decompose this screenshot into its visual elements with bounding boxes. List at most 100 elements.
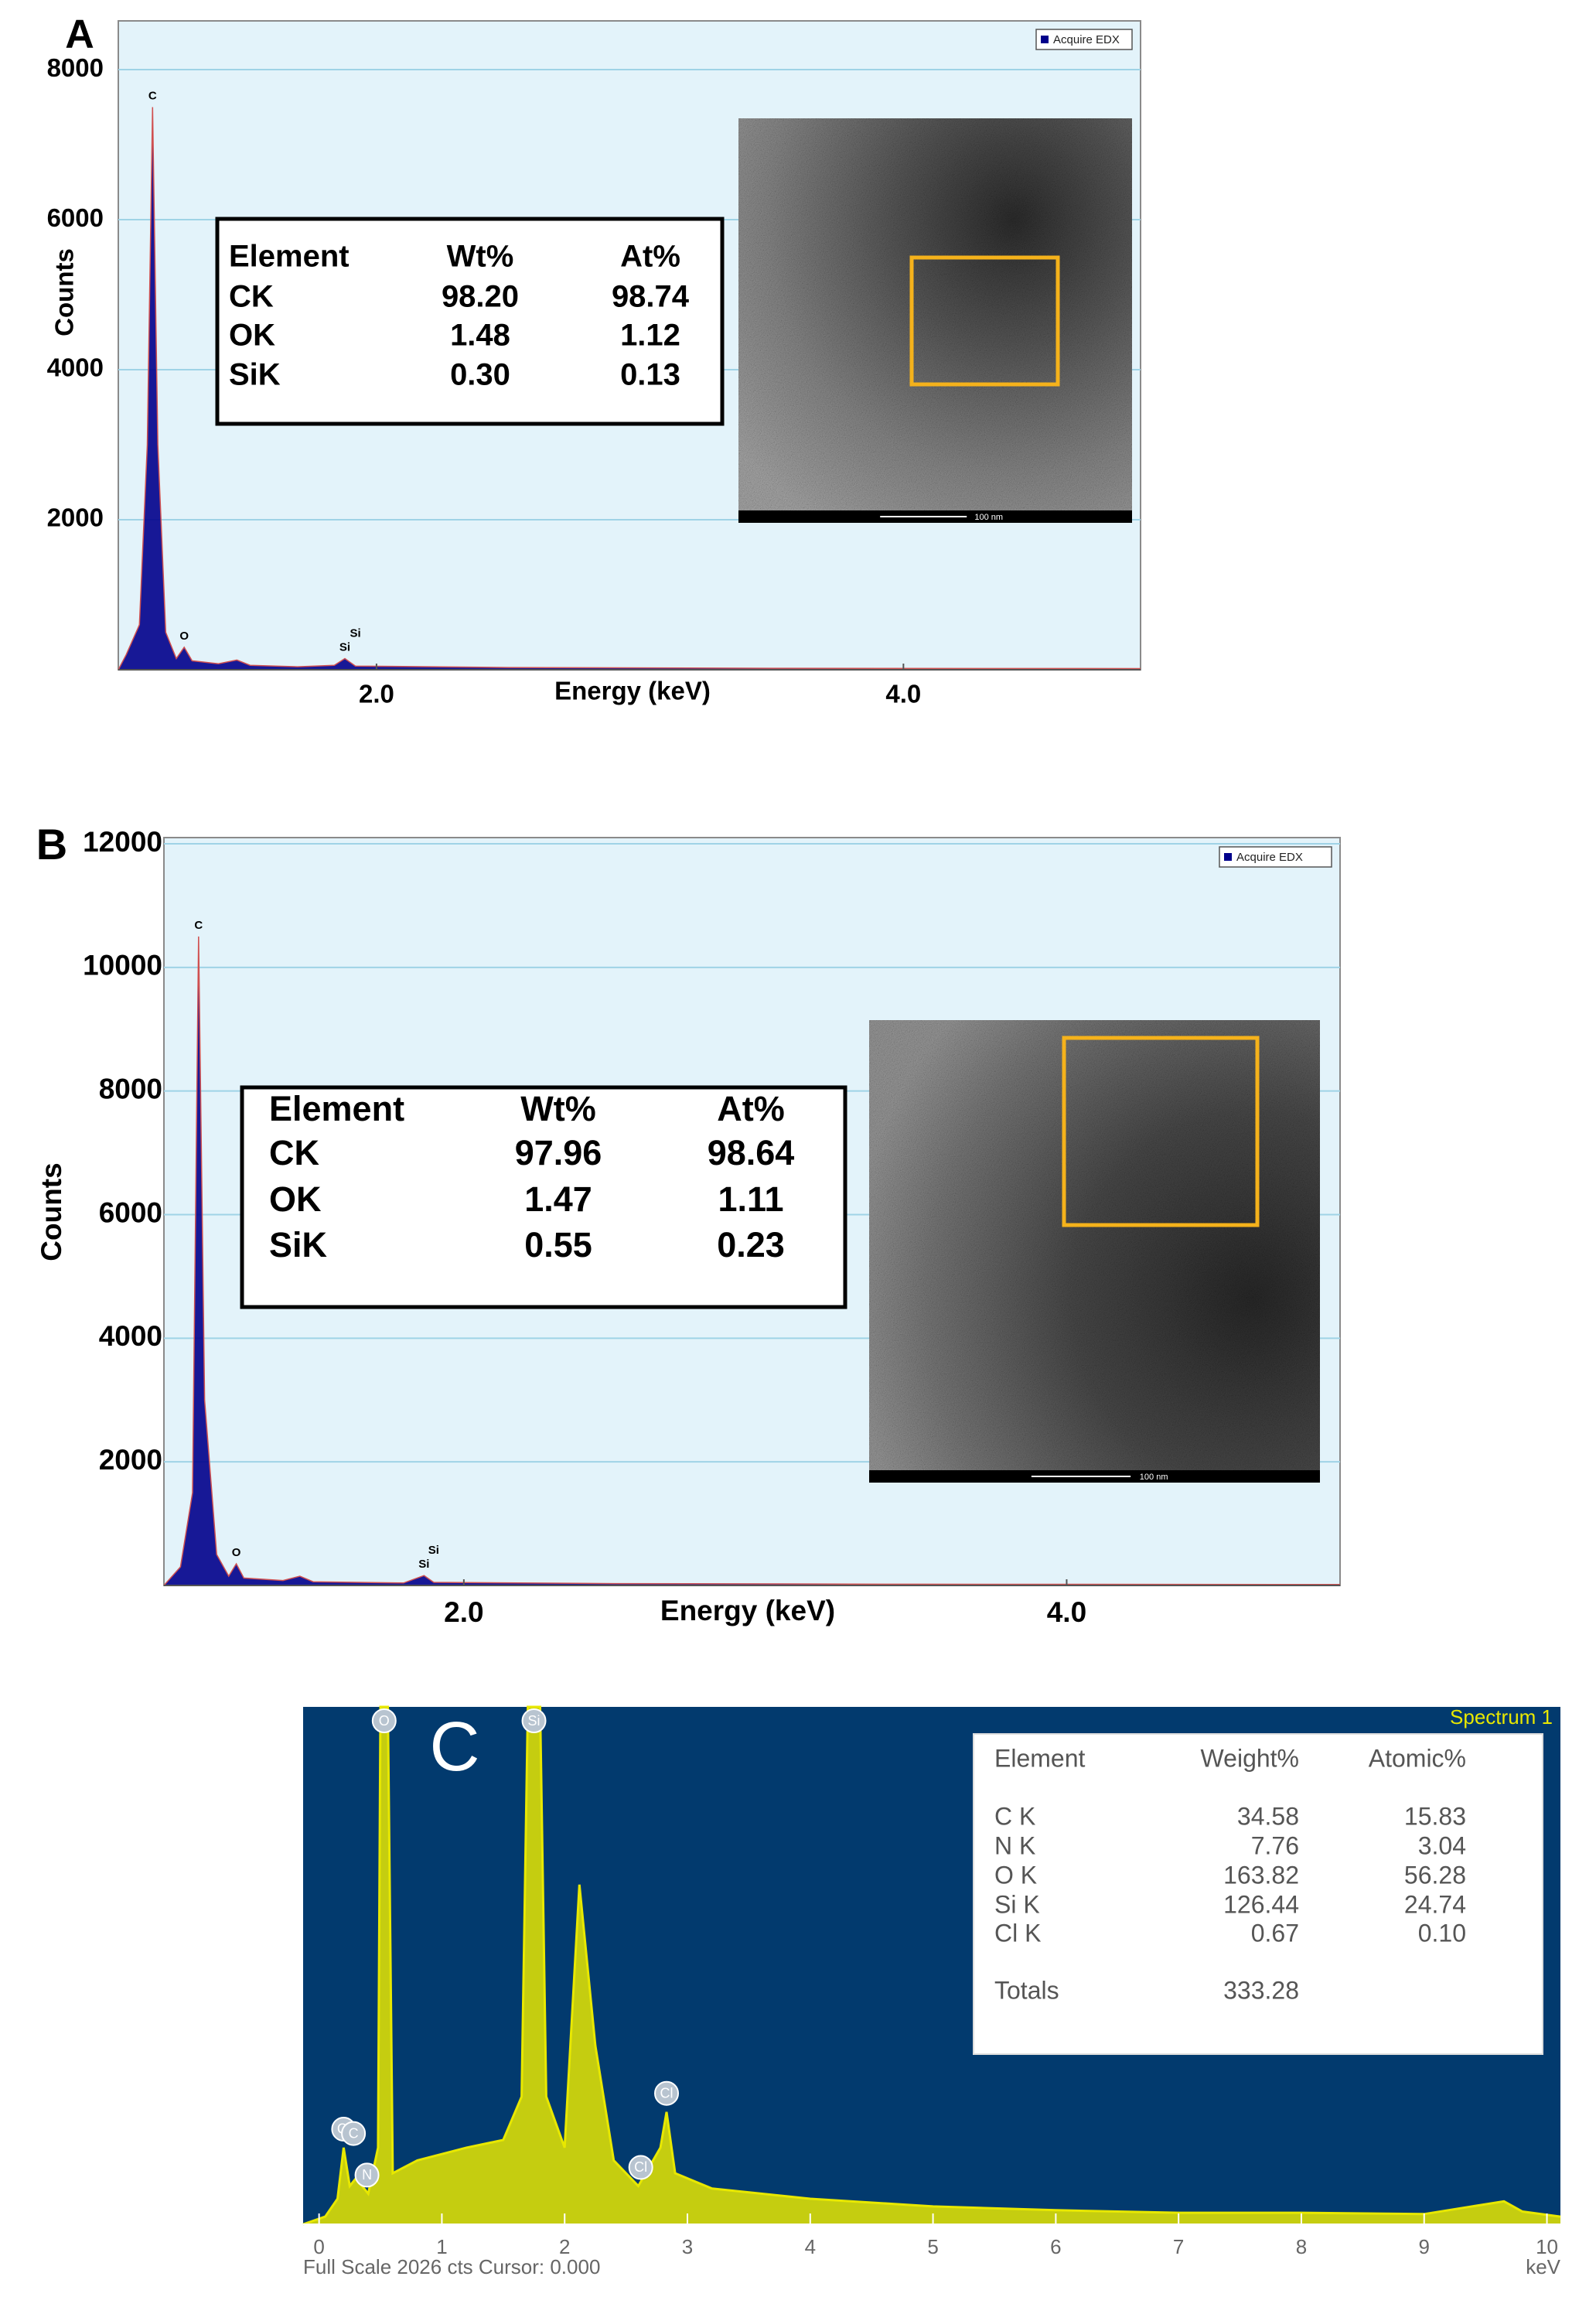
peak-label: Si — [350, 626, 361, 640]
legend-label: Spectrum 1 — [1450, 1705, 1553, 1729]
table-cell: Cl K — [994, 1919, 1041, 1947]
peak-marker — [371, 1708, 397, 1733]
table-cell: 0.55 — [524, 1225, 592, 1265]
x-tick-label: 8 — [1296, 2235, 1307, 2258]
y-tick-label: 6000 — [47, 203, 104, 232]
x-tick-label: 4.0 — [885, 680, 921, 708]
x-tick-label: 1 — [436, 2235, 447, 2258]
x-tick-label: 2 — [559, 2235, 570, 2258]
panel-label: B — [36, 820, 67, 869]
table-cell: 98.20 — [442, 280, 519, 314]
footer: Full Scale 2026 cts Cursor: 0.000 — [303, 2255, 600, 2278]
table-cell: O K — [994, 1861, 1037, 1889]
tem-image — [869, 1020, 1320, 1483]
y-axis-title: Counts — [36, 1162, 67, 1261]
table-header: At% — [717, 1089, 785, 1128]
x-tick-label: 7 — [1173, 2235, 1184, 2258]
y-tick-label: 6000 — [99, 1196, 162, 1228]
peak-marker — [628, 2155, 653, 2180]
table-cell: OK — [269, 1179, 322, 1219]
table-header: Element — [994, 1744, 1086, 1772]
spectrum-area — [303, 1707, 1560, 2224]
scale-bar-label: 100 nm — [974, 513, 1003, 522]
panel: 012345678910OSiClCNClClCSpectrum 1keVFul… — [302, 1705, 1561, 2278]
table-cell: 1.11 — [718, 1179, 783, 1219]
x-tick-label: 0 — [313, 2235, 324, 2258]
table-header: Atomic% — [1369, 1744, 1466, 1772]
table-cell: 0.10 — [1418, 1919, 1466, 1947]
table-cell: 98.64 — [708, 1133, 795, 1172]
table-totals-value: 333.28 — [1223, 1976, 1299, 2004]
table-cell: CK — [269, 1133, 319, 1172]
legend-box — [1035, 29, 1133, 50]
table-header: Element — [269, 1089, 404, 1128]
y-tick-label: 10000 — [83, 950, 162, 981]
peak-marker — [341, 2121, 367, 2146]
table-cell: C K — [994, 1802, 1035, 1830]
y-tick-label: 2000 — [47, 503, 104, 532]
peak-label: O — [232, 1546, 241, 1559]
legend-swatch — [1041, 36, 1049, 43]
y-tick-label: 8000 — [99, 1073, 162, 1104]
legend-label: Acquire EDX — [1053, 33, 1120, 46]
y-tick-label: 8000 — [47, 53, 104, 82]
panel-label: A — [65, 12, 94, 57]
table-totals-label: Totals — [994, 1976, 1059, 2004]
table-header: Wt% — [520, 1089, 595, 1128]
panel-label: C — [430, 1708, 480, 1786]
x-axis-title: Energy (keV) — [660, 1595, 835, 1626]
x-axis-title: Energy (keV) — [554, 677, 711, 705]
table-cell: 34.58 — [1237, 1802, 1299, 1830]
peak-label: Si — [528, 1713, 541, 1729]
y-tick-label: 4000 — [47, 353, 104, 382]
table-header: Weight% — [1201, 1744, 1299, 1772]
table-cell: SiK — [269, 1225, 328, 1265]
peak-label: C — [194, 919, 203, 932]
x-tick-label: 2.0 — [359, 680, 394, 708]
peak-label: Cl — [660, 2085, 674, 2101]
table-box — [240, 1085, 847, 1309]
table-cell: 0.23 — [717, 1225, 785, 1265]
table-cell: OK — [229, 319, 275, 353]
peak-label: O — [179, 630, 189, 643]
x-tick-label: 6 — [1050, 2235, 1061, 2258]
table-cell: 56.28 — [1404, 1861, 1466, 1889]
table-cell: 98.74 — [612, 280, 690, 314]
y-tick-label: 2000 — [99, 1444, 162, 1476]
spectrum-line — [118, 107, 1141, 671]
table-cell: Si K — [994, 1890, 1040, 1918]
peak-label: C — [148, 90, 157, 103]
y-tick-label: 12000 — [83, 826, 162, 858]
peak-marker — [354, 2162, 380, 2188]
scale-bar-label: 100 nm — [1140, 1473, 1168, 1482]
x-tick-label: 2.0 — [444, 1596, 483, 1628]
legend-label: Acquire EDX — [1236, 851, 1303, 864]
table-box — [215, 217, 725, 426]
spectrum-line — [302, 1705, 1561, 2226]
table-cell: 1.12 — [620, 319, 680, 353]
table-cell: 0.13 — [620, 358, 680, 392]
peak-label: O — [379, 1713, 390, 1729]
x-tick-label: 4 — [805, 2235, 816, 2258]
tem-image — [738, 118, 1132, 523]
peak-label: Si — [339, 640, 350, 654]
peak-marker — [521, 1708, 547, 1733]
table-box — [973, 1733, 1543, 2055]
table-cell: SiK — [229, 358, 281, 392]
peak-label: C — [349, 2125, 359, 2141]
region-box — [1062, 1036, 1260, 1227]
table-cell: 1.48 — [450, 319, 510, 353]
table-cell: CK — [229, 280, 274, 314]
peak-label: Cl — [634, 2159, 647, 2175]
y-axis-title: Counts — [50, 248, 79, 336]
peak-label: Si — [428, 1544, 439, 1557]
x-tick-label: 9 — [1419, 2235, 1430, 2258]
x-axis-unit: keV — [1526, 2255, 1560, 2278]
table-cell: 15.83 — [1404, 1802, 1466, 1830]
legend-box — [1219, 846, 1332, 868]
table-cell: 163.82 — [1223, 1861, 1299, 1889]
y-tick-label: 4000 — [99, 1320, 162, 1352]
